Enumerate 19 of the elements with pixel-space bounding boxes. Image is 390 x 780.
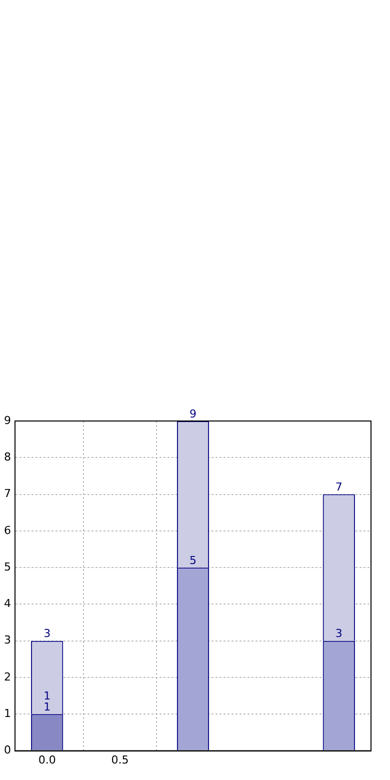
y-tick-label: 8 xyxy=(4,450,11,464)
total-label: 9 xyxy=(190,407,196,420)
y-tick-label: 5 xyxy=(4,560,11,574)
y-tick-label: 9 xyxy=(4,414,11,427)
data-label: 5 xyxy=(190,554,196,567)
y-tick-label: 0 xyxy=(4,744,11,757)
y-tick-label: 4 xyxy=(4,597,11,610)
x-tick-label: 0.5 xyxy=(111,753,129,766)
total-label: 7 xyxy=(335,480,342,494)
total-label: 3 xyxy=(44,627,51,640)
y-tick-label: 3 xyxy=(4,634,11,647)
data-label: 3 xyxy=(335,627,342,640)
y-tick-label: 6 xyxy=(4,524,11,537)
data-label: 1 xyxy=(44,700,51,714)
x-tick-label: 0.0 xyxy=(38,753,56,766)
annotation: 1 xyxy=(44,690,51,703)
y-tick-label: 2 xyxy=(4,670,11,684)
y-tick-label: 7 xyxy=(4,487,11,500)
y-tick-label: 1 xyxy=(4,707,11,720)
